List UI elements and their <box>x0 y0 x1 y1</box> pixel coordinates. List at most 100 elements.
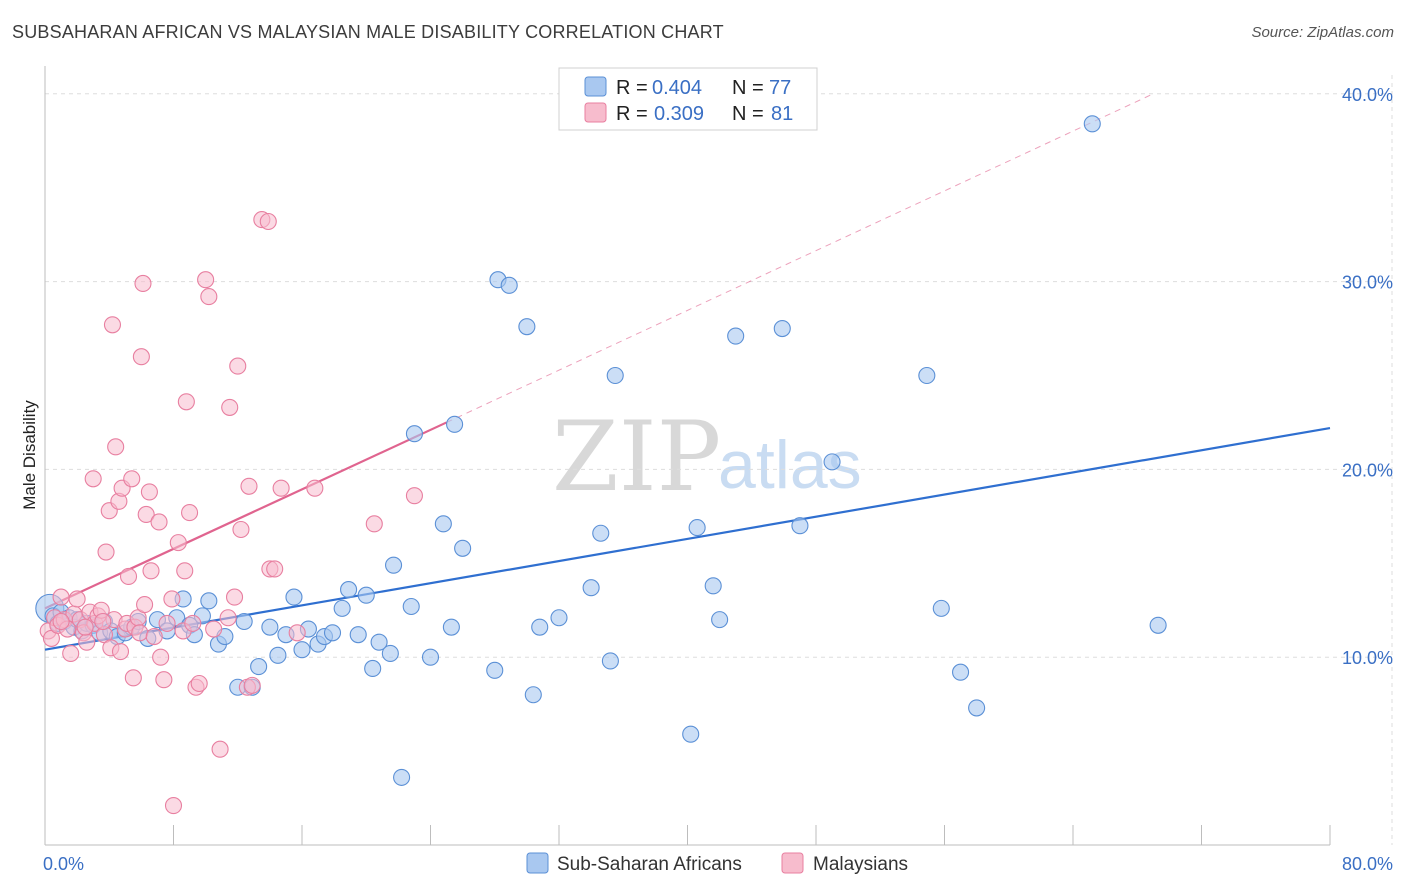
malaysian-point-63 <box>225 588 244 606</box>
sub-saharan-point-61 <box>518 318 536 336</box>
malaysian-point-42 <box>145 627 163 646</box>
sub-saharan-point-69 <box>682 725 700 743</box>
sub-saharan-point-32 <box>250 658 268 676</box>
malaysian-point-39 <box>137 505 155 524</box>
malaysian-point-44 <box>152 648 170 666</box>
sub-saharan-point-75 <box>791 517 809 535</box>
malaysian-point-61 <box>219 609 237 627</box>
sub-saharan-point-55 <box>442 618 460 636</box>
malaysian-point-32 <box>124 669 142 687</box>
malaysian-point-12 <box>78 633 96 651</box>
malaysian-point-53 <box>181 504 199 522</box>
malaysian-point-73 <box>272 479 290 497</box>
series-legend: Sub-Saharan Africans Malaysians <box>526 852 908 875</box>
trend-lines <box>44 93 1331 651</box>
chart-title: SUBSAHARAN AFRICAN VS MALAYSIAN MALE DIS… <box>12 22 724 42</box>
sub-saharan-point-73 <box>727 327 745 345</box>
sub-saharan-point-36 <box>285 588 303 606</box>
sub-saharan-point-71 <box>704 577 722 595</box>
bottom-legend-label-blue: Sub-Saharan Africans <box>557 854 742 875</box>
malaysian-point-9 <box>68 590 86 608</box>
series-malaysian-points <box>39 211 423 815</box>
malaysian-point-72 <box>266 560 284 578</box>
malaysian-point-56 <box>190 674 208 693</box>
sub-saharan-point-52 <box>405 425 423 443</box>
malaysian-point-24 <box>107 438 125 456</box>
malaysian-point-43 <box>150 513 168 531</box>
sub-saharan-point-76 <box>823 453 841 471</box>
sub-saharan-point-49 <box>385 556 403 574</box>
sub-saharan-point-63 <box>531 618 549 636</box>
malaysian-point-35 <box>131 624 149 642</box>
malaysian-point-31 <box>123 470 141 488</box>
sub-saharan-point-33 <box>261 618 279 636</box>
sub-saharan-point-62 <box>524 686 542 704</box>
malaysian-point-64 <box>229 357 247 375</box>
sub-saharan-point-66 <box>592 524 610 542</box>
correlation-legend: R = 0.404 N = 77 R = 0.309 N = 81 <box>558 67 818 131</box>
sub-saharan-point-65 <box>582 579 600 597</box>
legend-r-value-2: 0.309 <box>654 103 704 125</box>
malaysian-point-76 <box>365 515 383 533</box>
legend-swatch-pink <box>584 102 607 123</box>
malaysian-point-68 <box>243 676 261 694</box>
sub-saharan-point-79 <box>952 663 970 681</box>
legend-n-label-2: N = <box>732 103 764 125</box>
sub-saharan-point-47 <box>370 633 388 651</box>
y-axis-title: Male Disability <box>20 400 39 510</box>
sub-saharan-point-45 <box>357 586 375 604</box>
x-tick-label-1: 80.0% <box>1342 854 1393 874</box>
gridlines <box>45 75 1393 845</box>
legend-r-value-1: 0.404 <box>652 77 702 99</box>
sub-saharan-point-42 <box>333 599 351 617</box>
watermark-atlas: atlas <box>718 427 862 503</box>
malaysian-point-80 <box>94 612 112 631</box>
malaysian-point-78 <box>52 612 70 631</box>
malaysian-point-59 <box>205 620 223 638</box>
legend-r-label-1: R = <box>616 77 648 99</box>
malaysian-point-60 <box>211 740 229 758</box>
malaysian-point-46 <box>158 614 176 632</box>
malaysian-point-30 <box>119 567 138 585</box>
malaysian-point-77 <box>405 487 423 505</box>
trend-line-sub-saharan <box>44 426 1331 651</box>
malaysian-point-41 <box>142 562 160 580</box>
malaysian-point-74 <box>288 624 306 642</box>
malaysian-point-19 <box>97 543 115 561</box>
bottom-legend-label-pink: Malaysians <box>813 854 908 875</box>
malaysian-point-51 <box>176 562 194 580</box>
sub-saharan-point-74 <box>773 319 791 338</box>
sub-saharan-point-60 <box>500 276 518 294</box>
source-credit: Source: ZipAtlas.com <box>1251 24 1394 41</box>
malaysian-point-57 <box>197 271 215 289</box>
sub-saharan-point-80 <box>968 699 986 717</box>
sub-saharan-point-48 <box>381 644 399 662</box>
sub-saharan-point-26 <box>200 592 218 610</box>
sub-saharan-point-82 <box>1083 115 1101 133</box>
sub-saharan-point-53 <box>421 648 440 666</box>
legend-r-label-2: R = <box>616 103 648 125</box>
malaysian-point-36 <box>132 348 150 366</box>
legend-swatch-blue <box>584 76 607 97</box>
sub-saharan-point-44 <box>349 626 367 644</box>
sub-saharan-point-70 <box>688 519 706 537</box>
malaysian-point-79 <box>76 618 94 636</box>
bottom-legend-swatch-blue <box>526 852 549 874</box>
y-tick-label-0: 10.0% <box>1342 648 1393 668</box>
malaysian-point-75 <box>306 479 324 497</box>
bottom-legend-swatch-pink <box>781 852 804 874</box>
y-tick-label-3: 40.0% <box>1342 85 1393 105</box>
sub-saharan-point-51 <box>402 597 420 616</box>
sub-saharan-point-43 <box>340 581 358 599</box>
sub-saharan-point-46 <box>364 659 382 678</box>
y-tick-label-1: 20.0% <box>1342 460 1393 480</box>
sub-saharan-point-37 <box>293 641 311 659</box>
y-tick-label-2: 30.0% <box>1342 273 1393 293</box>
series-sub-saharan-points <box>35 115 1167 786</box>
malaysian-point-40 <box>140 483 158 501</box>
x-tick-label-0: 0.0% <box>43 854 84 874</box>
malaysian-point-7 <box>62 644 80 662</box>
tick-labels: 10.0% 20.0% 30.0% 40.0% 0.0% 80.0% <box>43 85 1393 874</box>
sub-saharan-point-77 <box>918 366 936 385</box>
sub-saharan-point-56 <box>446 415 464 433</box>
